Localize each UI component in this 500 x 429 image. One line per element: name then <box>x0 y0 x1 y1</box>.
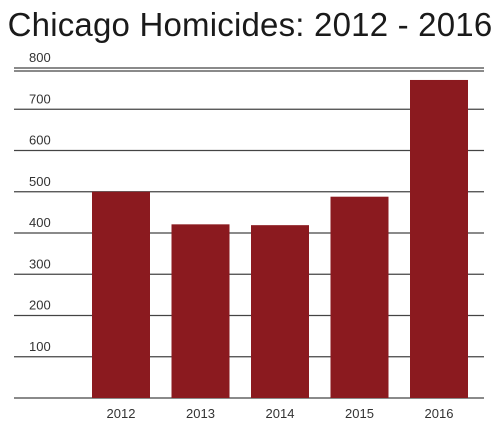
x-tick-labels: 2012 2013 2014 2015 2016 <box>107 406 454 421</box>
x-tick-label-2012: 2012 <box>107 406 136 421</box>
y-tick-label-800: 800 <box>29 50 51 65</box>
y-tick-label-700: 700 <box>29 91 51 106</box>
bar-2015 <box>330 196 389 398</box>
x-tick-label-2016: 2016 <box>425 406 454 421</box>
chart-title: Chicago Homicides: 2012 - 2016 <box>7 6 493 43</box>
bar-2013 <box>171 224 230 398</box>
bars <box>92 79 468 399</box>
y-tick-label-300: 300 <box>29 256 51 271</box>
x-tick-label-2015: 2015 <box>345 406 374 421</box>
bar-2012 <box>92 191 150 398</box>
y-tick-label-200: 200 <box>29 298 51 313</box>
y-tick-label-500: 500 <box>29 174 51 189</box>
x-tick-label-2014: 2014 <box>266 406 295 421</box>
y-tick-label-400: 400 <box>29 215 51 230</box>
bar-2014 <box>251 225 309 398</box>
bar-2016 <box>410 79 468 399</box>
y-tick-labels: 100 200 300 400 500 600 700 800 <box>29 50 51 354</box>
y-tick-label-600: 600 <box>29 133 51 148</box>
x-tick-label-2013: 2013 <box>186 406 215 421</box>
y-tick-label-100: 100 <box>29 339 51 354</box>
